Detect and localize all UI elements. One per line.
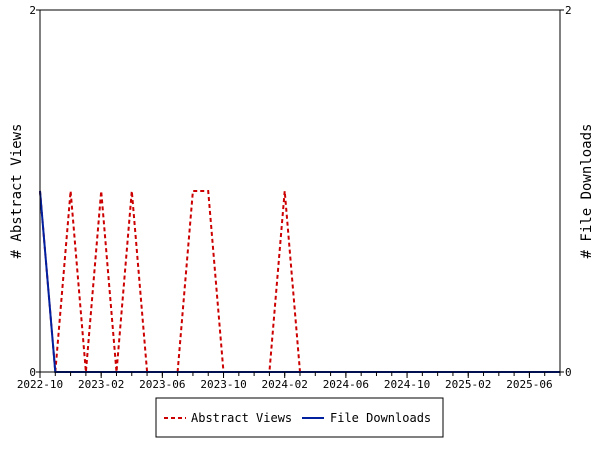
series-layer — [39, 190, 560, 373]
plot-frame — [39, 9, 561, 373]
y-right-tick-label: 0 — [565, 366, 572, 379]
legend-label-file-downloads: File Downloads — [330, 411, 431, 425]
y-left-tick-label: 2 — [29, 4, 36, 17]
y-right-tick-label: 2 — [565, 4, 572, 17]
x-tick-label: 2022-10 — [17, 378, 63, 391]
series-line-abstract-views — [39, 190, 560, 373]
y-left-tick-label: 0 — [29, 366, 36, 379]
y-axis-left-title: # Abstract Views — [9, 124, 25, 259]
x-tick-label: 2025-06 — [506, 378, 552, 391]
legend-box — [155, 397, 444, 438]
x-tick-label: 2024-02 — [262, 378, 308, 391]
x-tick-label: 2024-10 — [384, 378, 430, 391]
legend: Abstract Views File Downloads — [155, 397, 444, 438]
x-tick-label: 2025-02 — [445, 378, 491, 391]
x-tick-label: 2023-02 — [78, 378, 124, 391]
y-axis-right-title: # File Downloads — [579, 124, 595, 259]
x-tick-label: 2023-06 — [139, 378, 185, 391]
x-tick-label: 2023-10 — [200, 378, 246, 391]
x-tick-label: 2024-06 — [323, 378, 369, 391]
series-line-file-downloads — [39, 190, 560, 373]
ticks-layer: 2022-10 2023-02 2023-06 2023-10 2024-02 2024-… — [17, 4, 572, 391]
legend-label-abstract-views: Abstract Views — [191, 411, 292, 425]
